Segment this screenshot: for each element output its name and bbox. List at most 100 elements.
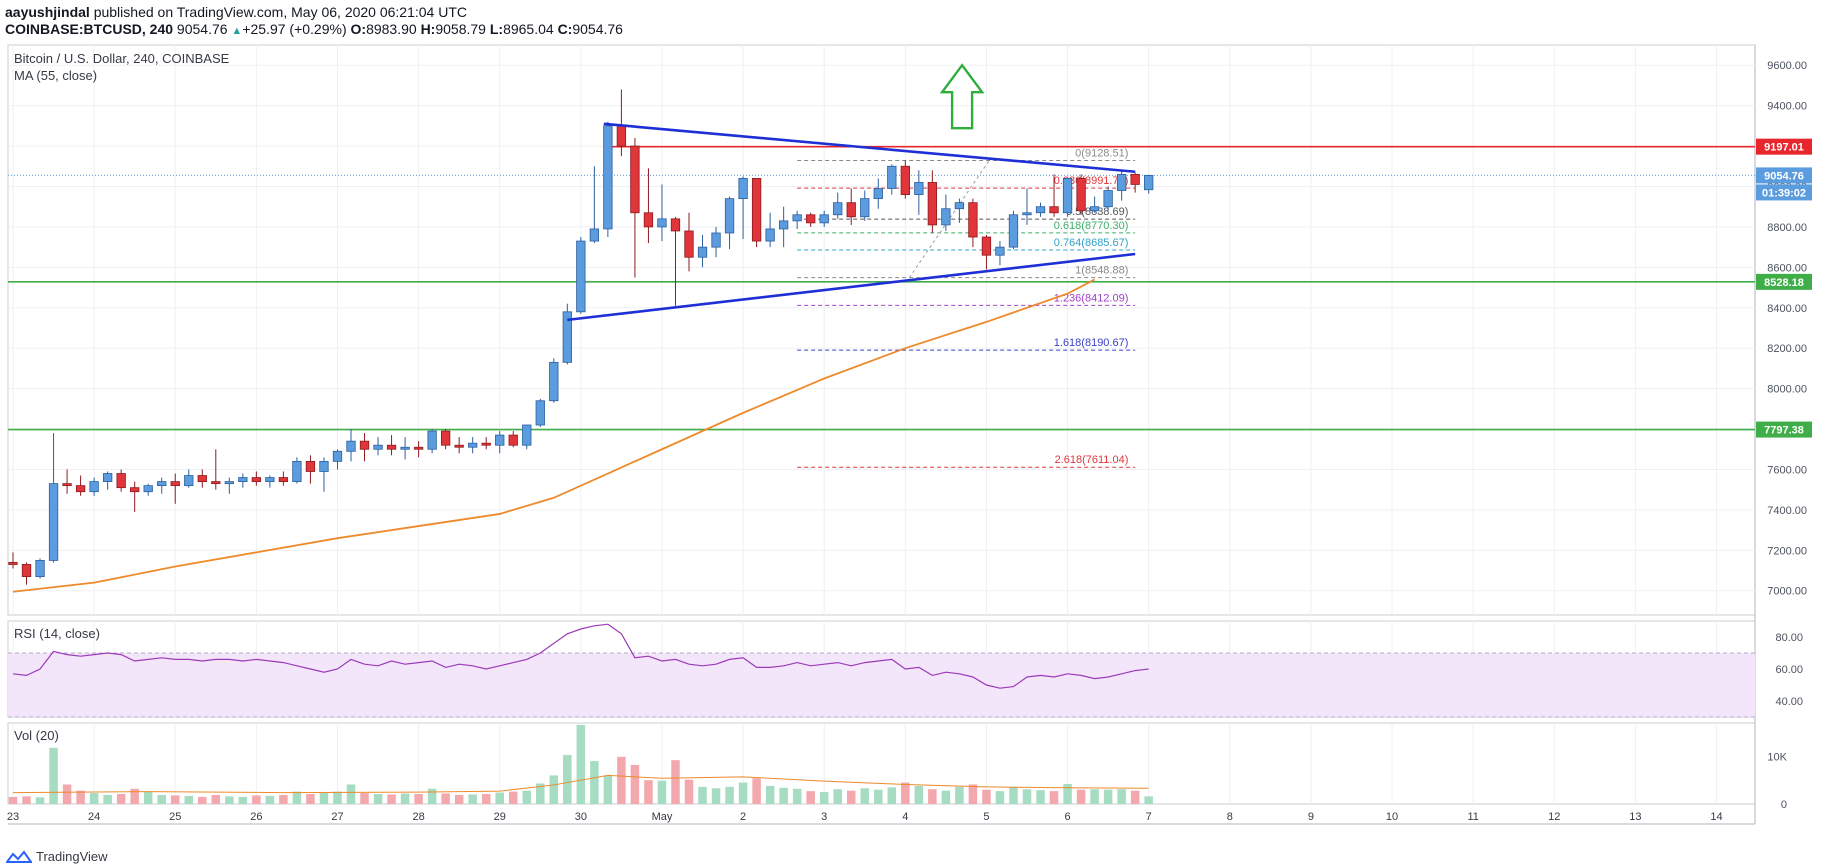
candle-body xyxy=(765,228,775,242)
triangle-lower-line xyxy=(567,252,1136,322)
price-tick-label: 7600.00 xyxy=(1767,464,1807,476)
volume-bar xyxy=(238,796,248,804)
volume-bar xyxy=(35,797,45,804)
volume-bar xyxy=(725,786,734,804)
candle-body xyxy=(535,400,545,426)
rsi-pane-title[interactable]: RSI (14, close) xyxy=(14,626,100,641)
volume-bar xyxy=(779,787,788,804)
last-price-tag-label: 9054.76 xyxy=(1764,170,1804,182)
volume-bar xyxy=(1036,790,1045,804)
candle-body xyxy=(373,444,383,450)
volume-bar xyxy=(319,793,329,804)
candle-body xyxy=(887,165,897,189)
high-label: H: xyxy=(420,21,436,37)
candle-body xyxy=(251,477,262,482)
low-value: 8965.04 xyxy=(503,21,554,37)
candle-body xyxy=(778,220,789,230)
candle-body xyxy=(1035,206,1046,214)
price-tick-label: 8800.00 xyxy=(1767,222,1807,234)
volume-bar xyxy=(49,747,58,804)
volume-tick-label: 10K xyxy=(1767,751,1787,763)
volume-bar xyxy=(1022,789,1032,804)
volume-bar xyxy=(1144,796,1153,804)
volume-bar xyxy=(955,786,964,804)
volume-bar xyxy=(427,788,437,804)
last-price-text: 9054.76 xyxy=(176,21,228,37)
candle-body xyxy=(589,228,600,242)
volume-pane-title[interactable]: Vol (20) xyxy=(14,728,59,743)
volume-bar xyxy=(1049,791,1059,804)
candle-body xyxy=(143,485,153,493)
volume-bar xyxy=(441,793,450,804)
volume-bar xyxy=(846,790,856,804)
candle-body xyxy=(440,430,451,446)
volume-bar xyxy=(522,790,532,804)
volume-bar xyxy=(711,788,721,804)
candle-body xyxy=(413,446,424,450)
low-label: L: xyxy=(489,21,504,37)
level-tag-label: 7797.38 xyxy=(1764,425,1804,437)
volume-bar xyxy=(603,775,613,804)
candle-body xyxy=(21,564,32,577)
candle-body xyxy=(319,460,329,472)
x-tick-label: 12 xyxy=(1548,811,1560,823)
volume-bar xyxy=(481,793,491,804)
x-tick-label: 11 xyxy=(1467,811,1478,823)
candle-body xyxy=(941,208,951,226)
open-label: O: xyxy=(350,21,367,37)
candle-body xyxy=(711,232,721,248)
candle-body xyxy=(48,483,59,561)
level-tag-support xyxy=(1756,273,1812,290)
candle-body xyxy=(184,475,194,487)
candle-body xyxy=(954,202,965,210)
fibonacci-level-label: 1(8548.88) xyxy=(1075,265,1128,277)
up-triangle-icon: ▲ xyxy=(231,25,243,37)
candle-body xyxy=(751,178,762,242)
volume-tick-label: 0 xyxy=(1781,799,1787,811)
fibonacci-level-label: 2.618(7611.04) xyxy=(1055,454,1129,466)
candle-body xyxy=(968,202,978,238)
price-tick-label: 7200.00 xyxy=(1767,545,1807,557)
x-tick-label: 14 xyxy=(1710,811,1722,823)
publish-info: published on TradingView.com, May 06, 20… xyxy=(89,4,468,20)
x-tick-label: 3 xyxy=(821,811,827,823)
candle-body xyxy=(1008,214,1019,248)
main-pane-title: Bitcoin / U.S. Dollar, 240, COINBASE xyxy=(14,51,230,66)
ma-indicator-label[interactable]: MA (55, close) xyxy=(14,68,98,83)
publish-line: aayushjindal published on TradingView.co… xyxy=(5,4,467,20)
rsi-line xyxy=(12,623,1149,689)
candle-body xyxy=(981,236,992,256)
x-tick-label: May xyxy=(652,811,673,823)
x-tick-label: 2 xyxy=(740,811,746,823)
tradingview-logo[interactable]: TradingView xyxy=(6,849,108,864)
volume-bar xyxy=(590,761,599,804)
fibonacci-level-label: 1.236(8412.09) xyxy=(1054,292,1129,304)
candle-body xyxy=(995,246,1005,256)
x-tick-label: 8 xyxy=(1227,811,1233,823)
candle-body xyxy=(860,198,870,218)
candle-body xyxy=(738,178,748,200)
candle-body xyxy=(346,440,356,452)
volume-bar xyxy=(536,783,545,804)
x-tick-label: 25 xyxy=(169,811,181,823)
volume-bar xyxy=(684,779,694,804)
price-tick-label: 9600.00 xyxy=(1767,60,1807,72)
volume-bar xyxy=(1076,789,1086,804)
volume-bar xyxy=(157,794,166,804)
candle-body xyxy=(697,246,708,258)
close-value: 9054.76 xyxy=(572,21,623,37)
level-tag-support xyxy=(1756,421,1812,438)
candle-body xyxy=(806,214,816,224)
volume-bar xyxy=(698,786,707,804)
candle-body xyxy=(238,477,248,482)
author-name[interactable]: aayushjindal xyxy=(5,4,90,20)
volume-bar xyxy=(1117,789,1126,804)
fibonacci-level-label: 0.236(8991.72) xyxy=(1054,175,1129,187)
volume-ma-line xyxy=(12,774,1149,794)
rsi-tick-label: 80.00 xyxy=(1775,632,1803,644)
candle-body xyxy=(900,165,910,195)
candle-body xyxy=(157,481,167,487)
candle-body xyxy=(224,481,234,485)
